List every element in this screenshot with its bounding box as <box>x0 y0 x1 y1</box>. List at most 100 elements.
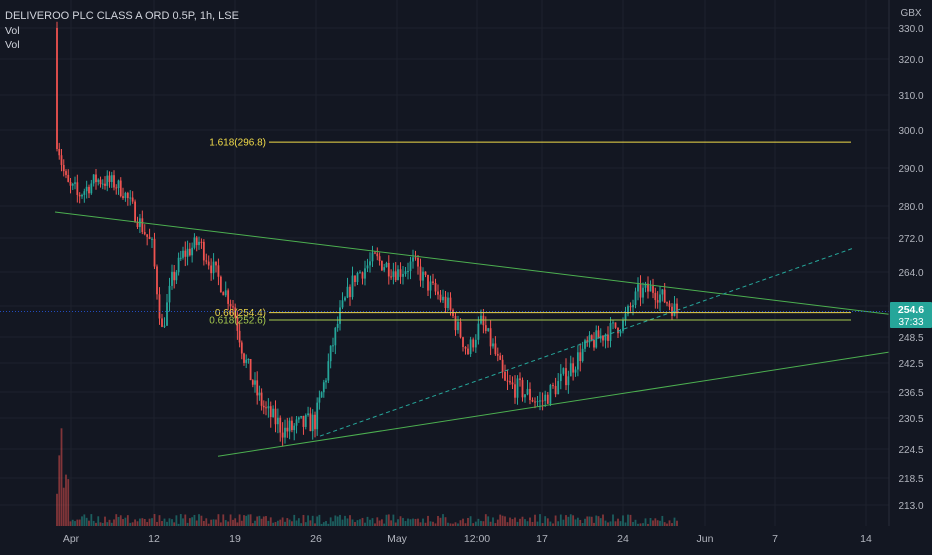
volume-bar <box>258 515 261 526</box>
volume-bar <box>163 518 166 526</box>
volume-bar <box>434 523 437 526</box>
candle-body <box>659 294 661 303</box>
volume-bar <box>565 515 567 526</box>
candle-body <box>274 408 277 425</box>
candle-body <box>65 171 67 175</box>
volume-bar <box>148 518 151 526</box>
price-tick-label: 272.0 <box>898 234 923 245</box>
volume-bar <box>412 518 414 526</box>
candle-body <box>567 376 570 386</box>
volume-bar <box>60 428 63 526</box>
candle-body <box>474 339 477 348</box>
candle-body <box>286 427 289 432</box>
volume-bar <box>227 521 230 526</box>
volume-bar <box>110 522 113 526</box>
candle-body <box>516 378 519 398</box>
candle-body <box>156 266 158 295</box>
candle-body <box>281 432 284 438</box>
candle-body <box>477 323 480 340</box>
volume-bar <box>274 522 277 526</box>
candle-body <box>602 335 604 341</box>
candle-body <box>673 303 676 316</box>
price-tick-label: 248.5 <box>898 333 923 344</box>
candle-body <box>462 337 464 347</box>
volume-bar <box>131 522 134 526</box>
candle-body <box>554 385 557 395</box>
candle-body <box>247 359 250 361</box>
volume-bar <box>414 518 417 526</box>
indicator-volume-1[interactable]: Vol <box>5 25 20 37</box>
candle-body <box>437 291 439 295</box>
volume-bar <box>83 514 86 526</box>
price-tick-label: 330.0 <box>898 24 923 35</box>
candle-body <box>265 407 267 409</box>
volume-bar <box>442 514 444 526</box>
candle-body <box>318 397 321 403</box>
candle-body <box>492 343 494 347</box>
candle-body <box>104 183 106 186</box>
candle-body <box>60 155 63 165</box>
candle-body <box>88 186 90 194</box>
fib-levels: 1.618(296.8) 0.66(254.4)0.618(252.6) <box>209 138 851 327</box>
volume-bar <box>387 514 390 526</box>
candle-body <box>304 415 307 427</box>
volume-bar <box>58 455 61 526</box>
candle-body <box>521 380 524 398</box>
price-tick-label: 230.5 <box>898 414 923 425</box>
volume-bar <box>56 493 58 526</box>
volume-bar <box>371 518 374 526</box>
volume-bar <box>637 523 639 526</box>
volume-bar <box>141 518 144 526</box>
volume-bar <box>184 514 187 526</box>
volume-bar <box>588 516 591 526</box>
volume-bar <box>78 519 81 526</box>
volume-bar <box>85 517 88 526</box>
volume-bar <box>378 520 381 526</box>
volume-bar <box>229 514 232 526</box>
indicator-volume-2[interactable]: Vol <box>5 39 20 51</box>
candle-body <box>524 394 526 398</box>
candle-body <box>595 330 598 348</box>
candles <box>56 21 678 447</box>
symbol-title[interactable]: DELIVEROO PLC CLASS A ORD 0.5P, 1h, LSE <box>5 10 239 22</box>
time-axis[interactable] <box>0 526 889 550</box>
candle-body <box>371 252 374 262</box>
volume-bar <box>569 514 572 526</box>
trendline-upper[interactable] <box>54 211 890 315</box>
volume-bar <box>334 515 337 526</box>
volume-bar <box>97 516 100 526</box>
volume-bar <box>182 518 184 526</box>
volume-bar <box>173 522 176 526</box>
volume-bar <box>404 521 407 526</box>
candle-body <box>62 164 65 172</box>
time-tick-label: May <box>387 533 408 545</box>
volume-bar <box>609 521 612 526</box>
volume-bar <box>249 514 252 526</box>
volume-bar <box>332 521 334 526</box>
volume-bar <box>291 521 293 526</box>
candle-body <box>597 330 600 339</box>
volume-bar <box>639 523 642 526</box>
volume-bar <box>642 523 644 526</box>
candle-body <box>422 271 424 281</box>
candle-body <box>101 183 104 185</box>
volume-bar <box>92 520 95 526</box>
candle-body <box>506 380 509 382</box>
candle-body <box>198 241 200 246</box>
volume-bar <box>562 519 565 526</box>
candle-body <box>531 400 534 402</box>
volume-bar <box>320 523 323 526</box>
volume-bar <box>607 522 609 526</box>
trendline-channel[interactable] <box>319 248 853 437</box>
trendline-lower[interactable] <box>217 351 890 457</box>
volume-bar <box>449 523 452 526</box>
price-axis[interactable] <box>889 0 932 550</box>
candle-body <box>243 353 245 363</box>
candle-body <box>307 413 309 416</box>
volume-bar <box>297 518 300 526</box>
volume-bar <box>166 521 168 526</box>
volume-bar <box>576 517 579 526</box>
volume-bar <box>129 522 132 526</box>
